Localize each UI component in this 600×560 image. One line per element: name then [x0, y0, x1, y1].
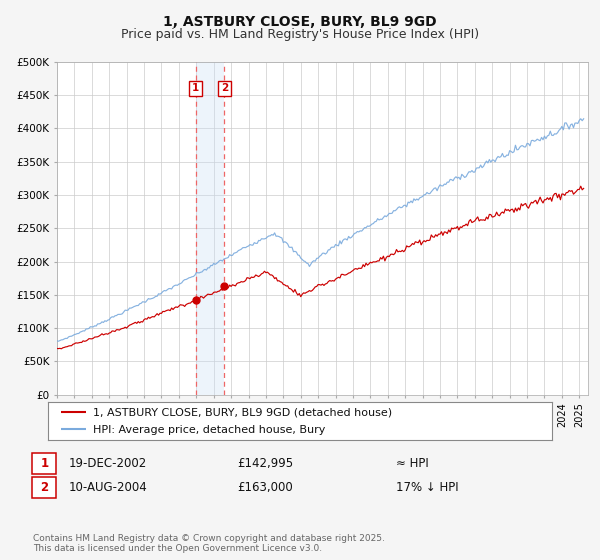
Text: ≈ HPI: ≈ HPI	[396, 457, 429, 470]
Text: £163,000: £163,000	[237, 480, 293, 494]
Text: £142,995: £142,995	[237, 457, 293, 470]
Bar	[196, 62, 224, 395]
Text: 2: 2	[221, 83, 228, 94]
Text: 1: 1	[40, 457, 49, 470]
Text: 17% ↓ HPI: 17% ↓ HPI	[396, 480, 458, 494]
Text: 1: 1	[192, 83, 199, 94]
Text: 1, ASTBURY CLOSE, BURY, BL9 9GD: 1, ASTBURY CLOSE, BURY, BL9 9GD	[163, 15, 437, 29]
Text: Contains HM Land Registry data © Crown copyright and database right 2025.
This d: Contains HM Land Registry data © Crown c…	[33, 534, 385, 553]
Text: 2: 2	[40, 480, 49, 494]
Text: 10-AUG-2004: 10-AUG-2004	[69, 480, 148, 494]
Text: 1, ASTBURY CLOSE, BURY, BL9 9GD (detached house): 1, ASTBURY CLOSE, BURY, BL9 9GD (detache…	[94, 408, 392, 418]
Text: 19-DEC-2002: 19-DEC-2002	[69, 457, 147, 470]
Text: Price paid vs. HM Land Registry's House Price Index (HPI): Price paid vs. HM Land Registry's House …	[121, 28, 479, 41]
Text: HPI: Average price, detached house, Bury: HPI: Average price, detached house, Bury	[94, 425, 326, 435]
